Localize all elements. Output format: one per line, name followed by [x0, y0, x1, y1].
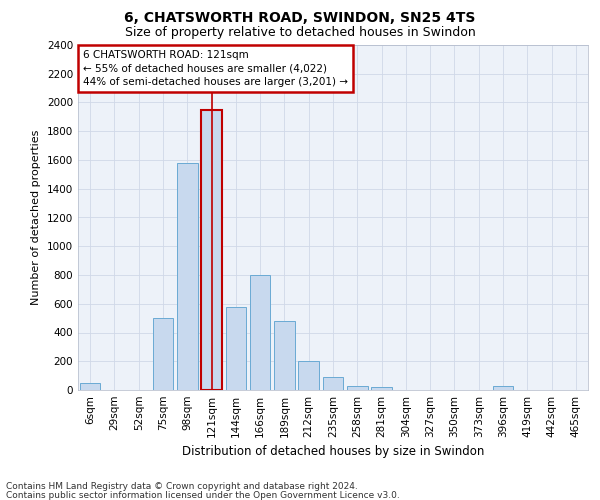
Text: Contains HM Land Registry data © Crown copyright and database right 2024.: Contains HM Land Registry data © Crown c…	[6, 482, 358, 491]
Bar	[371, 387, 392, 390]
Bar	[493, 386, 514, 390]
Text: Size of property relative to detached houses in Swindon: Size of property relative to detached ho…	[125, 26, 475, 39]
Bar	[177, 163, 197, 390]
Bar	[201, 110, 222, 390]
Text: 6, CHATSWORTH ROAD, SWINDON, SN25 4TS: 6, CHATSWORTH ROAD, SWINDON, SN25 4TS	[124, 11, 476, 25]
Bar	[323, 377, 343, 390]
Bar	[250, 275, 271, 390]
X-axis label: Distribution of detached houses by size in Swindon: Distribution of detached houses by size …	[182, 446, 484, 458]
Y-axis label: Number of detached properties: Number of detached properties	[31, 130, 41, 305]
Bar	[226, 306, 246, 390]
Bar	[80, 383, 100, 390]
Bar	[152, 318, 173, 390]
Bar	[298, 361, 319, 390]
Bar	[274, 321, 295, 390]
Bar	[347, 386, 368, 390]
Text: Contains public sector information licensed under the Open Government Licence v3: Contains public sector information licen…	[6, 490, 400, 500]
Text: 6 CHATSWORTH ROAD: 121sqm
← 55% of detached houses are smaller (4,022)
44% of se: 6 CHATSWORTH ROAD: 121sqm ← 55% of detac…	[83, 50, 348, 86]
